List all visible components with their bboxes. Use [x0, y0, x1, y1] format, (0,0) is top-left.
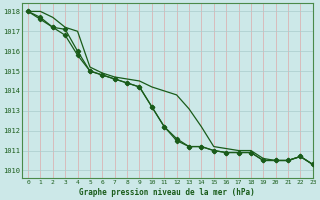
X-axis label: Graphe pression niveau de la mer (hPa): Graphe pression niveau de la mer (hPa) — [79, 188, 255, 197]
